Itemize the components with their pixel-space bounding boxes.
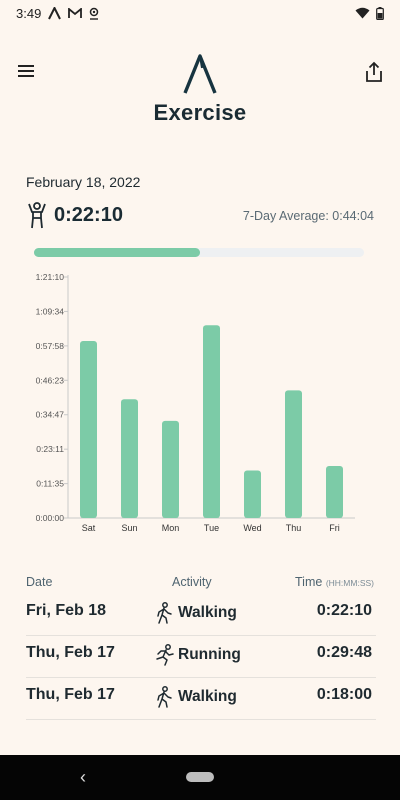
table-row[interactable]: Fri, Feb 18 Walking 0:22:10 (26, 594, 376, 636)
column-date: Date (26, 575, 53, 589)
column-time: Time (HH:MM:SS) (295, 575, 374, 589)
walking-icon (157, 686, 172, 708)
status-time: 3:49 (16, 5, 42, 21)
bar-fri[interactable] (326, 466, 343, 518)
activity-list: Fri, Feb 18 Walking 0:22:10 Thu, Feb 17 Runn… (26, 594, 376, 734)
bar-wed[interactable] (244, 470, 261, 518)
battery-icon (376, 6, 384, 20)
selected-date: February 18, 2022 (26, 174, 141, 190)
app-logo-icon (183, 54, 217, 94)
row-activity-label: Running (178, 646, 241, 663)
x-tick-label: Mon (162, 523, 180, 533)
row-activity: Walking (154, 685, 237, 709)
x-tick-label: Fri (329, 523, 340, 533)
row-activity-label: Walking (178, 688, 237, 705)
y-tick-label: 0:23:11 (36, 444, 64, 454)
total-time: 0:22:10 (54, 204, 123, 226)
table-row[interactable]: Thu, Feb 17 Running 0:29:48 (26, 636, 376, 678)
exercise-bar-chart: 0:00:00 0:11:35 0:23:11 0:34:47 0:46:23 0:57:… (36, 272, 355, 533)
column-activity: Activity (172, 575, 212, 589)
row-activity: Running (154, 643, 241, 667)
x-tick-label: Tue (204, 523, 219, 533)
location-icon (90, 7, 99, 20)
x-tick-label: Sun (121, 523, 137, 533)
row-time: 0:22:10 (316, 602, 372, 619)
x-tick-label: Thu (286, 523, 302, 533)
table-row-partial (26, 720, 376, 734)
bar-tue[interactable] (203, 325, 220, 518)
person-exercise-icon (28, 202, 46, 229)
column-time-unit: (HH:MM:SS) (325, 578, 374, 588)
status-bar: 3:49 (0, 0, 400, 26)
y-tick-label: 0:00:00 (36, 513, 65, 523)
row-time: 0:18:00 (316, 686, 372, 703)
gmail-icon (68, 7, 83, 18)
system-nav-bar: ‹ (0, 755, 400, 800)
seven-day-average: 7-Day Average: 0:44:04 (242, 209, 374, 223)
progress-bar (34, 248, 364, 257)
row-date: Thu, Feb 17 (26, 644, 115, 661)
y-tick-label: 1:09:34 (36, 306, 65, 316)
table-header: Date Activity Time (HH:MM:SS) (26, 575, 376, 591)
wifi-icon (355, 7, 370, 19)
bar-sun[interactable] (121, 399, 138, 518)
y-tick-label: 0:46:23 (36, 375, 65, 385)
summary-row: 0:22:10 7-Day Average: 0:44:04 (26, 200, 376, 230)
back-chevron-icon[interactable]: ‹ (80, 767, 86, 787)
x-tick-label: Wed (243, 523, 261, 533)
bar-thu[interactable] (285, 390, 302, 518)
row-date: Fri, Feb 18 (26, 602, 107, 619)
table-row[interactable]: Thu, Feb 17 Walking 0:18:00 (26, 678, 376, 720)
y-tick-label: 0:34:47 (36, 410, 65, 420)
x-tick-label: Sat (82, 523, 96, 533)
running-icon (156, 644, 174, 666)
hamburger-menu-icon[interactable] (16, 62, 38, 82)
a-logo-icon (48, 6, 62, 19)
row-activity: Walking (154, 601, 237, 625)
row-date: Thu, Feb 17 (26, 686, 115, 703)
y-tick-label: 0:57:58 (36, 341, 65, 351)
page-title: Exercise (153, 100, 247, 125)
row-activity-label: Walking (178, 604, 237, 621)
bar-sat[interactable] (80, 341, 97, 518)
walking-icon (157, 602, 172, 624)
bar-mon[interactable] (162, 420, 179, 518)
y-tick-label: 0:11:35 (36, 479, 64, 489)
progress-fill (34, 248, 200, 257)
share-icon[interactable] (362, 60, 386, 84)
row-time: 0:29:48 (316, 644, 372, 661)
app-header: Exercise (0, 40, 400, 130)
y-tick-label: 1:21:10 (36, 272, 65, 282)
home-pill-icon[interactable] (186, 772, 214, 782)
